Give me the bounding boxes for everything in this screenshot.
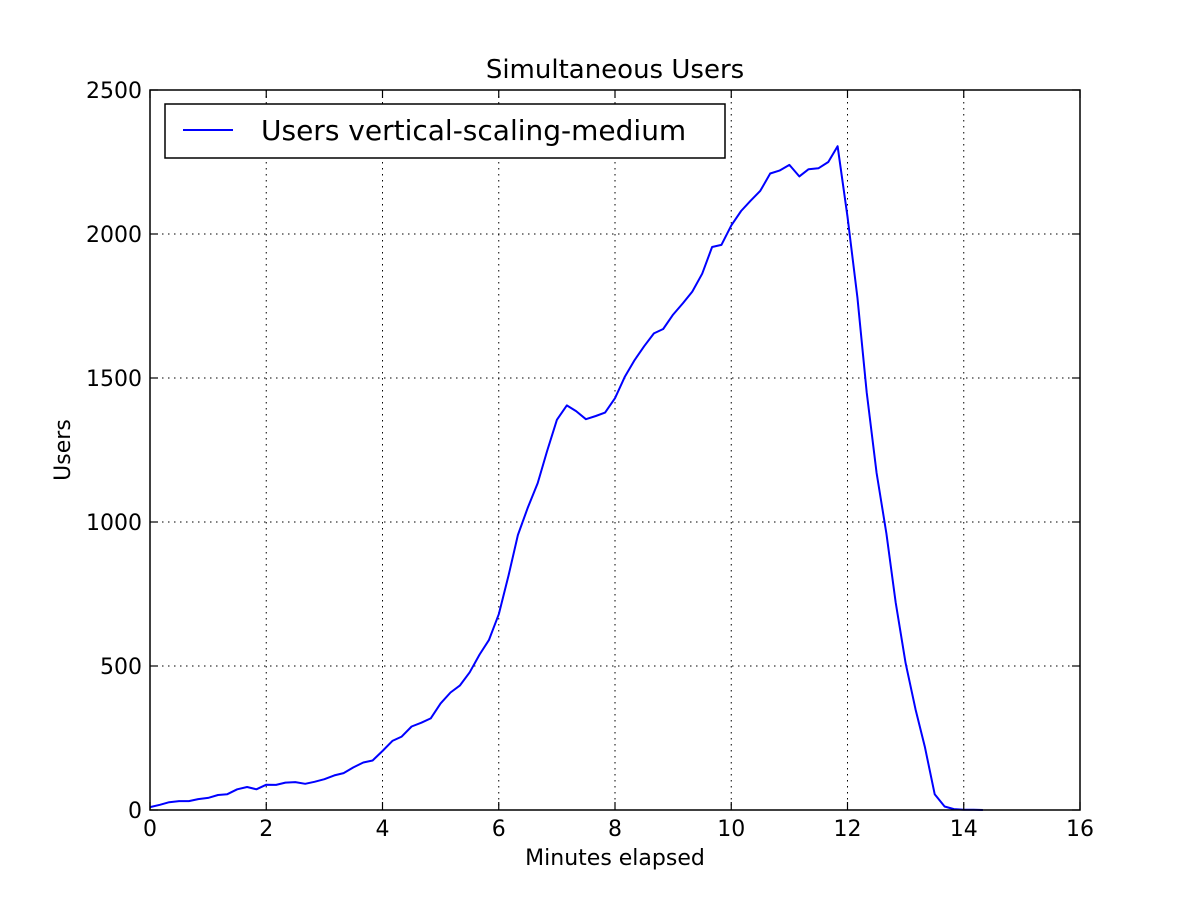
- y-tick-label: 1500: [86, 367, 142, 392]
- chart-title: Simultaneous Users: [486, 55, 744, 85]
- y-tick-labels: 0 500 1000 1500 2000 2500: [86, 79, 142, 824]
- plot-area: [149, 145, 983, 811]
- y-tick-label: 500: [100, 655, 142, 680]
- x-tick-label: 10: [717, 817, 745, 842]
- y-tick-label: 2000: [86, 223, 142, 248]
- x-tick-label: 2: [259, 817, 273, 842]
- axis-ticks: [149, 89, 1081, 811]
- x-tick-label: 8: [608, 817, 622, 842]
- x-tick-label: 12: [834, 817, 862, 842]
- x-axis-label: Minutes elapsed: [525, 846, 705, 871]
- legend: Users vertical-scaling-medium: [164, 103, 726, 159]
- x-tick-label: 16: [1066, 817, 1094, 842]
- y-tick-label: 2500: [86, 79, 142, 104]
- x-tick-label: 14: [950, 817, 978, 842]
- y-axis-label: Users: [51, 419, 76, 481]
- legend-label: Users vertical-scaling-medium: [261, 114, 686, 147]
- x-tick-label: 6: [492, 817, 506, 842]
- grid-lines: [150, 90, 1080, 810]
- legend-box: [164, 103, 726, 159]
- y-tick-label: 1000: [86, 511, 142, 536]
- x-tick-label: 0: [143, 817, 157, 842]
- x-tick-label: 4: [376, 817, 390, 842]
- y-tick-label: 0: [128, 799, 142, 824]
- x-tick-labels: 0 2 4 6 8 10 12 14 16: [143, 817, 1094, 842]
- series-line-users: [149, 145, 983, 811]
